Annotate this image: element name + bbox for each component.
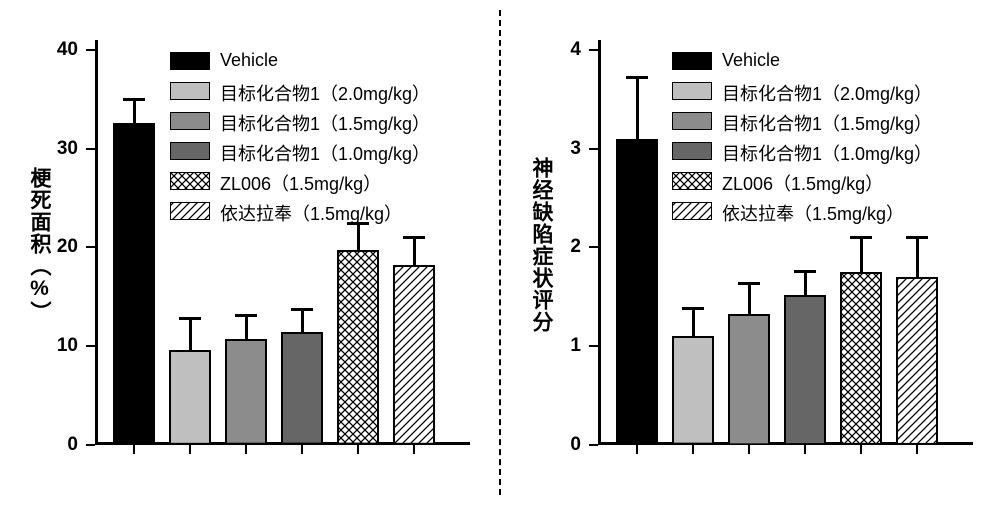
y-tick-label: 4 [500,39,581,61]
bar [728,314,770,445]
error-cap [850,236,872,239]
legend-label: 目标化合物1（1.0mg/kg） [220,140,430,166]
legend-label: ZL006（1.5mg/kg） [722,170,883,196]
y-tick-label: 0 [500,434,581,456]
y-tick [86,49,95,51]
x-tick [189,445,191,454]
bar [672,336,714,445]
legend-swatch [672,52,712,75]
y-tick [86,148,95,150]
error-cap [179,317,201,320]
x-tick [860,445,862,454]
x-tick [916,445,918,454]
bar [784,295,826,445]
legend-label: 目标化合物1（1.5mg/kg） [220,110,430,136]
error-cap [403,236,425,239]
bar [616,139,658,445]
x-tick [413,445,415,454]
error-cap [291,308,313,311]
x-tick [804,445,806,454]
legend-swatch [672,172,712,195]
y-tick [589,345,598,347]
error-bar [133,100,136,123]
legend-label: 目标化合物1（2.0mg/kg） [220,80,430,106]
y-tick-label: 1 [500,335,581,357]
x-tick [692,445,694,454]
error-cap [794,270,816,273]
error-cap [906,236,928,239]
y-tick [589,246,598,248]
y-tick [86,246,95,248]
error-bar [860,238,863,273]
legend-swatch [672,142,712,165]
legend-swatch [170,202,210,225]
legend-label: Vehicle [722,50,780,71]
y-tick [86,444,95,446]
error-bar [413,238,416,266]
x-tick [357,445,359,454]
error-bar [804,272,807,295]
legend-swatch [170,112,210,135]
y-tick [589,444,598,446]
bar [281,332,323,445]
figure: 010203040梗死面积（%）Vehicle目标化合物1（2.0mg/kg）目… [0,0,1000,505]
legend-label: 目标化合物1（1.5mg/kg） [722,110,932,136]
error-bar [189,319,192,351]
y-tick-label: 30 [0,138,78,160]
y-tick [86,345,95,347]
bar [393,265,435,445]
y-axis [598,40,601,445]
error-cap [682,307,704,310]
error-bar [636,78,639,139]
x-tick [636,445,638,454]
legend-swatch [170,52,210,75]
x-tick [245,445,247,454]
error-bar [916,238,919,278]
legend-swatch [170,142,210,165]
error-bar [301,310,304,333]
bar [337,250,379,445]
error-bar [245,316,248,340]
error-cap [738,282,760,285]
y-axis [95,40,98,445]
x-tick [133,445,135,454]
error-bar [357,224,360,251]
legend-swatch [170,82,210,105]
legend-swatch [170,172,210,195]
y-tick [589,148,598,150]
panel-right: 01234神经缺陷症状评分Vehicle目标化合物1（2.0mg/kg）目标化合… [500,0,1000,505]
bar [840,272,882,445]
bar [113,123,155,445]
legend-label: 目标化合物1（1.0mg/kg） [722,140,932,166]
x-tick [748,445,750,454]
y-tick-label: 0 [0,434,78,456]
y-axis-label: 神经缺陷症状评分 [526,157,556,333]
error-cap [123,98,145,101]
legend-swatch [672,202,712,225]
error-cap [626,76,648,79]
y-tick [589,49,598,51]
error-bar [748,284,751,314]
legend-label: ZL006（1.5mg/kg） [220,170,381,196]
bar [169,350,211,445]
bar [896,277,938,445]
y-tick-label: 10 [0,335,78,357]
y-tick-label: 40 [0,39,78,61]
error-bar [692,309,695,337]
x-tick [301,445,303,454]
bar [225,339,267,445]
legend-label: 依达拉奉（1.5mg/kg） [722,200,904,226]
panel-left: 010203040梗死面积（%）Vehicle目标化合物1（2.0mg/kg）目… [0,0,500,505]
legend-label: 目标化合物1（2.0mg/kg） [722,80,932,106]
legend-swatch [672,82,712,105]
legend-swatch [672,112,712,135]
legend-label: Vehicle [220,50,278,71]
y-axis-label: 梗死面积（%） [24,167,54,323]
legend-label: 依达拉奉（1.5mg/kg） [220,200,402,226]
error-cap [235,314,257,317]
